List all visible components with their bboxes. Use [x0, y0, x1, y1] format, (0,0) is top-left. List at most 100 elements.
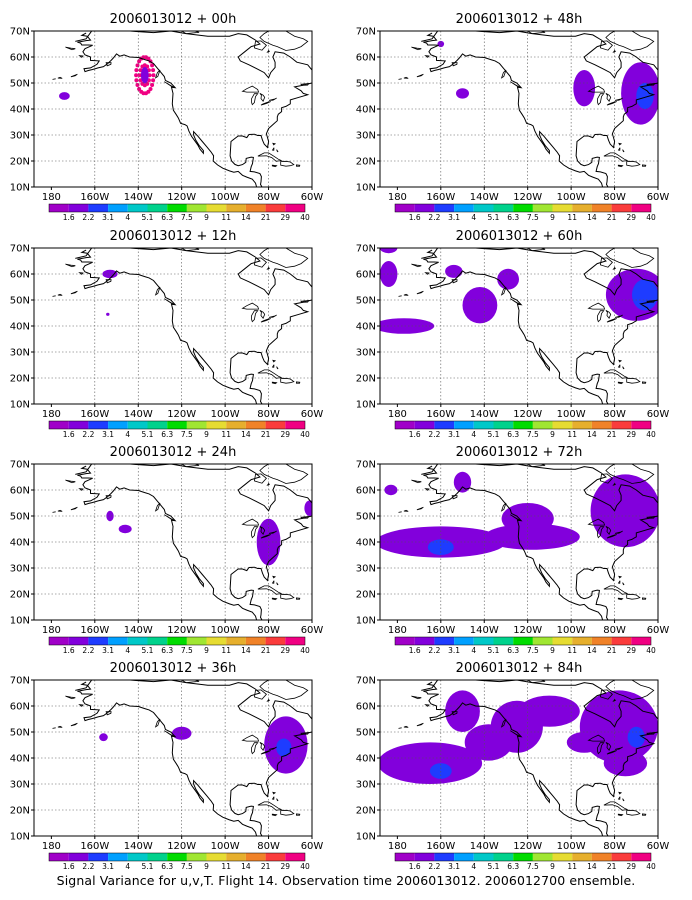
colorbar-swatch [454, 421, 474, 429]
lake-outline [251, 742, 259, 755]
island-outline [526, 464, 546, 468]
island-outline [257, 801, 283, 811]
island-outline [164, 298, 175, 305]
lon-tick-label: 100W [211, 192, 240, 203]
colorbar-swatch [226, 421, 246, 429]
colorbar-swatch [167, 637, 187, 645]
colorbar-swatch [552, 421, 573, 429]
lat-tick-label: 70N [356, 676, 376, 687]
colorbar-label: 5.1 [488, 862, 500, 871]
colorbar-label: 14 [241, 213, 251, 222]
island-outline [626, 593, 641, 600]
island-outline [154, 502, 161, 512]
lake-outline [587, 734, 606, 742]
island-outline [271, 164, 278, 168]
island-outline [253, 257, 267, 268]
colorbar-label: 14 [587, 213, 597, 222]
island-outline [57, 509, 63, 512]
lon-tick-label: 60W [647, 625, 670, 636]
colorbar-swatch [414, 853, 435, 861]
island-outline [65, 263, 76, 268]
lat-tick-label: 60N [10, 486, 30, 497]
lat-tick-label: 60N [10, 53, 30, 64]
island-outline [510, 81, 521, 88]
lake-outline [241, 85, 260, 93]
colorbar-swatch [49, 204, 69, 212]
island-outline [622, 366, 625, 370]
colorbar-swatch [127, 204, 148, 212]
lon-tick-label: 60W [647, 192, 670, 203]
lat-tick-label: 10N [356, 616, 376, 627]
island-outline [57, 76, 63, 79]
colorbar-swatch [493, 853, 514, 861]
colorbar-swatch [395, 204, 415, 212]
colorbar-swatch [454, 853, 474, 861]
lon-tick-label: 140W [124, 625, 153, 636]
island-outline [416, 73, 424, 78]
panel-plot-area [380, 464, 658, 620]
lon-tick-label: 160W [426, 841, 455, 852]
colorbar-label: 21 [607, 213, 617, 222]
lon-tick-label: 100W [211, 625, 240, 636]
island-outline [398, 295, 402, 297]
lat-tick-label: 10N [10, 832, 30, 843]
colorbar-swatch [167, 853, 187, 861]
lake-outline [260, 534, 271, 539]
lat-tick-label: 20N [356, 590, 376, 601]
lake-outline [597, 310, 605, 323]
island-outline [271, 796, 275, 800]
lon-tick-label: 180 [42, 841, 61, 852]
variance-region [484, 523, 580, 550]
lat-tick-label: 30N [356, 348, 376, 359]
island-outline [617, 580, 621, 584]
lake-outline [614, 530, 623, 534]
lon-tick-label: 100W [557, 409, 586, 420]
island-outline [154, 286, 161, 296]
colorbar-label: 6.3 [507, 862, 519, 871]
colorbar-swatch [49, 637, 69, 645]
island-outline [626, 160, 641, 167]
island-outline [65, 46, 76, 51]
colorbar-label: 21 [261, 862, 271, 871]
colorbar-label: 29 [281, 430, 291, 439]
variance-dot [134, 68, 139, 73]
lat-tick-label: 10N [10, 400, 30, 411]
lon-tick-label: 60W [301, 192, 324, 203]
colorbar-label: 6.3 [507, 213, 519, 222]
colorbar-label: 40 [300, 646, 310, 655]
lon-tick-label: 180 [42, 625, 61, 636]
lake-outline [268, 746, 277, 750]
island-outline [398, 727, 402, 729]
colorbar-label: 40 [300, 430, 310, 439]
colorbar-label: 9 [204, 213, 209, 222]
colorbar-swatch [532, 204, 553, 212]
colorbar-label: 4 [125, 213, 130, 222]
island-outline [612, 266, 617, 270]
variance-region [627, 726, 645, 748]
island-outline [510, 298, 521, 305]
colorbar-swatch [265, 204, 286, 212]
lat-tick-label: 30N [10, 564, 30, 575]
panel-title: 2006013012 + 12h [110, 229, 237, 244]
panel-title: 2006013012 + 48h [456, 12, 583, 27]
lat-tick-label: 50N [356, 79, 376, 90]
island-outline [642, 597, 647, 600]
lon-tick-label: 100W [211, 841, 240, 852]
colorbar-swatch [68, 204, 89, 212]
coastline [75, 31, 312, 187]
colorbar-swatch [285, 421, 305, 429]
lake-outline [268, 530, 277, 534]
island-outline [411, 46, 422, 51]
panel-2: 2006013012 + 24h 70N 60N 50N 40N 30N 20N 10N 180… [10, 445, 324, 655]
island-outline [296, 597, 301, 600]
lake-outline [268, 314, 277, 318]
lake-outline [605, 526, 612, 535]
island-outline [280, 377, 295, 384]
colorbar-swatch [167, 421, 187, 429]
colorbar-swatch [108, 204, 128, 212]
colorbar-label: 1.6 [409, 213, 421, 222]
panel-7: 2006013012 + 84h 70N 60N 50N 40N 30N 20N 10N 180… [356, 661, 670, 871]
lat-tick-label: 10N [10, 616, 30, 627]
lon-tick-label: 140W [124, 192, 153, 203]
